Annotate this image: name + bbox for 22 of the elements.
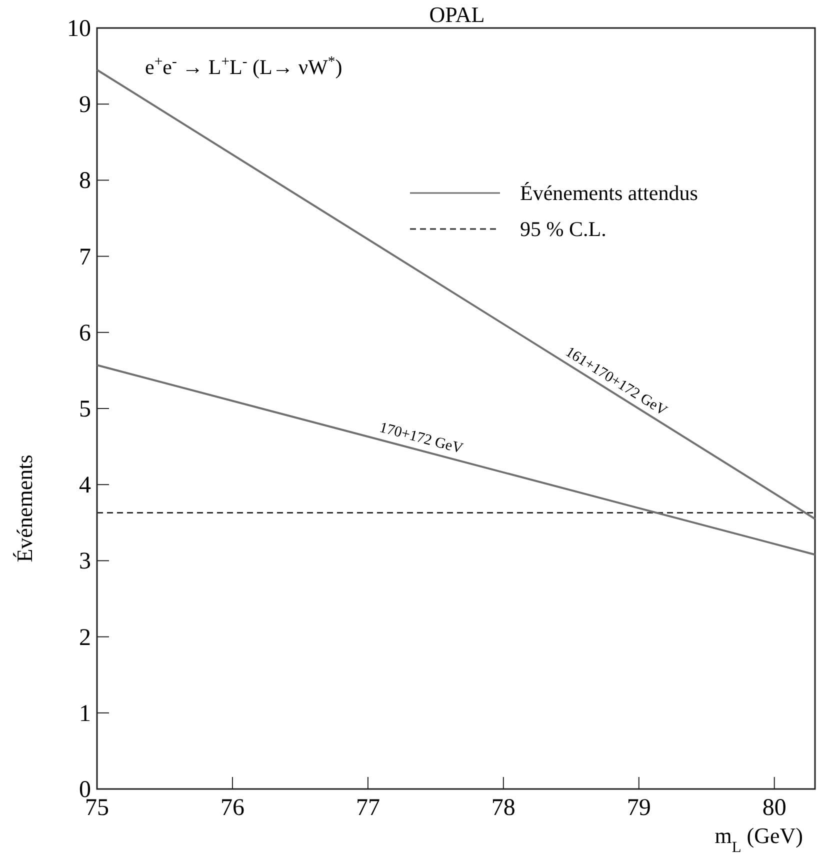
y-tick-label: 7 (79, 244, 91, 270)
text: e$^{+}$e$^{-}$ → L$^{+}$L$^{-}$ (L→ νW$^{*}$) (145, 54, 342, 79)
y-tick-label: 2 (79, 624, 91, 651)
y-axis-title: Événements (12, 454, 37, 562)
y-tick-label: 6 (79, 320, 91, 346)
x-tick-label: 79 (626, 795, 651, 821)
y-tick-label: 5 (79, 396, 91, 422)
y-tick-label: 10 (67, 16, 91, 42)
x-tick-label: 77 (356, 795, 380, 821)
text: 170+172 GeV (378, 420, 465, 458)
y-tick-label: 3 (79, 548, 91, 575)
x-axis-title: m$_{L}$ (GeV) (714, 823, 803, 856)
x-tick-label: 78 (491, 795, 516, 821)
chart-title: OPAL (429, 2, 485, 27)
x-tick-label: 80 (762, 795, 786, 821)
legend-label: 95 % C.L. (520, 217, 606, 241)
y-tick-label: 4 (79, 472, 91, 499)
x-tick-label: 76 (220, 795, 244, 821)
annotation: Événements attendus (520, 181, 698, 205)
y-tick-label: 9 (79, 92, 91, 118)
y-tick-label: 8 (79, 168, 91, 194)
y-tick-label: 1 (79, 700, 91, 727)
